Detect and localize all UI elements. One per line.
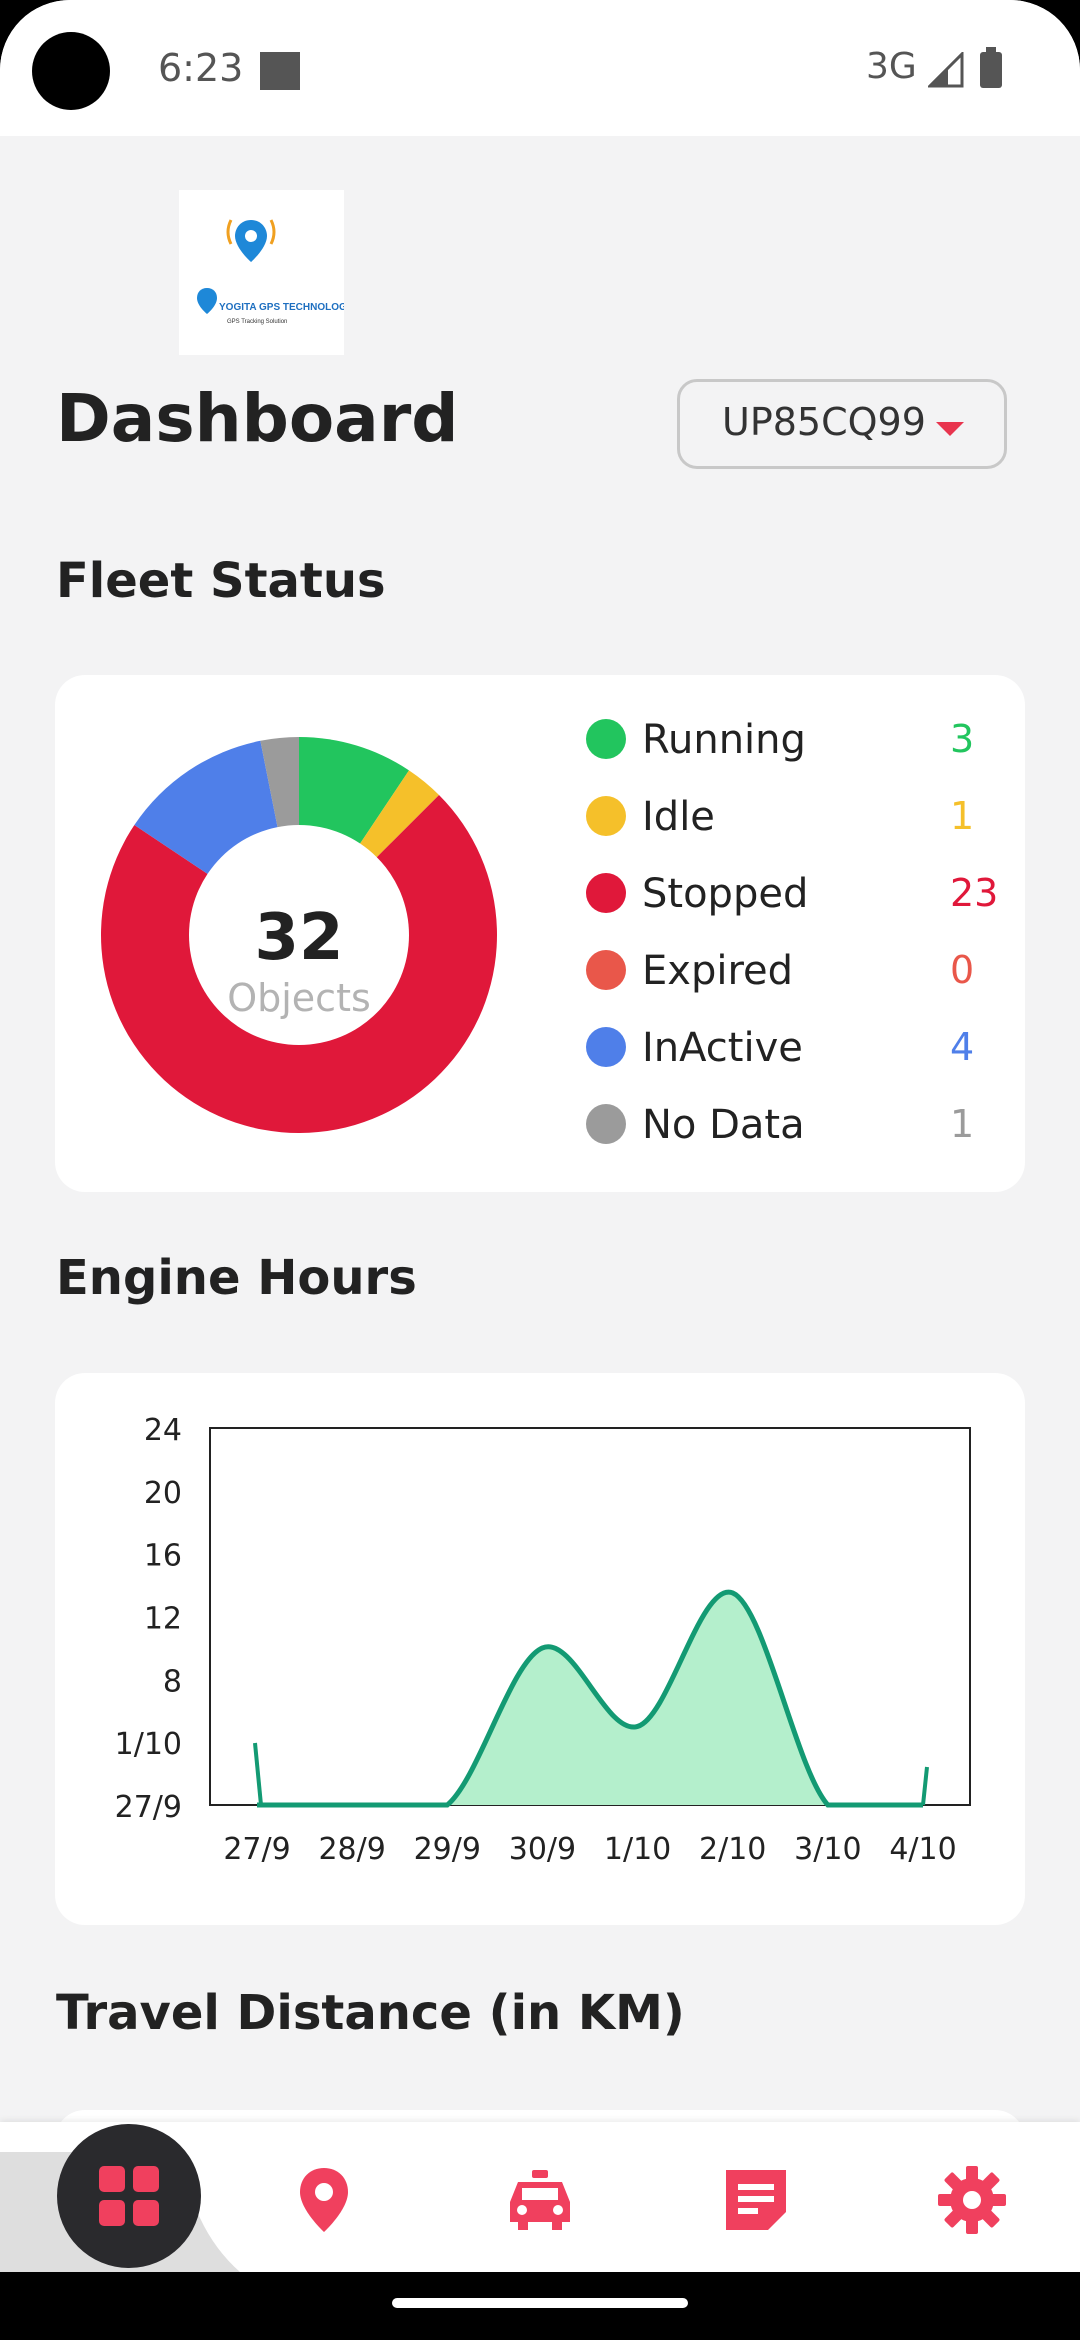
- location-pin-icon: [300, 2168, 348, 2232]
- idle-dot-icon: [586, 796, 626, 836]
- fleet-legend: Running 3 Idle 1 Stopped 23 Expired 0 In…: [570, 705, 998, 1167]
- legend-count: 1: [950, 794, 975, 838]
- y-tick-label: 24: [144, 1413, 182, 1448]
- series-edge-mark: [253, 1742, 263, 1806]
- legend-item-idle[interactable]: Idle 1: [570, 782, 990, 859]
- legend-count: 1: [950, 1102, 975, 1146]
- engine-hours-card: 27/9 1/10 8 12 16 20 24 27/9 28/9 29/9 30/9 1/10 2/1…: [55, 1373, 1025, 1925]
- legend-label: Idle: [642, 794, 715, 840]
- x-tick-label: 30/9: [509, 1832, 576, 1867]
- legend-item-running[interactable]: Running 3: [570, 705, 990, 782]
- x-tick-label: 3/10: [794, 1832, 861, 1867]
- svg-text:GPS Tracking Solution: GPS Tracking Solution: [227, 319, 287, 325]
- engine-hours-area: [257, 1592, 923, 1805]
- expired-dot-icon: [586, 950, 626, 990]
- car-icon: [510, 2170, 570, 2230]
- y-tick-label: 12: [144, 1602, 182, 1637]
- legend-item-stopped[interactable]: Stopped 23: [570, 859, 998, 936]
- x-tick-label: 1/10: [604, 1832, 671, 1867]
- y-tick-label: 8: [163, 1664, 182, 1699]
- legend-item-no-data[interactable]: No Data 1: [570, 1090, 990, 1167]
- network-type: 3G: [866, 46, 917, 87]
- dashboard-icon: [57, 2124, 201, 2268]
- legend-count: 4: [950, 1025, 975, 1069]
- travel-distance-title: Travel Distance (in KM): [56, 1985, 685, 2041]
- x-tick-label: 28/9: [318, 1832, 385, 1867]
- status-bar: 6:23 3G: [0, 0, 1080, 136]
- fleet-status-title: Fleet Status: [56, 553, 386, 609]
- x-tick-label: 27/9: [223, 1832, 290, 1867]
- page-title: Dashboard: [56, 380, 459, 457]
- fleet-status-card: 32 Objects Running 3 Idle 1 Stopped 23 E…: [55, 675, 1025, 1192]
- legend-item-expired[interactable]: Expired 0: [570, 936, 990, 1013]
- battery-icon: [980, 47, 1002, 88]
- engine-hours-title: Engine Hours: [56, 1250, 417, 1306]
- y-tick-label: 27/9: [115, 1790, 182, 1825]
- vehicle-dropdown[interactable]: UP85CQ99: [677, 379, 1007, 469]
- legend-label: Stopped: [642, 871, 809, 917]
- nav-reports-button[interactable]: [716, 2160, 796, 2240]
- fleet-total-label: Objects: [227, 976, 371, 1020]
- nav-location-button[interactable]: [284, 2160, 364, 2240]
- engine-hours-line: [256, 1589, 923, 1808]
- series-edge-mark: [921, 1766, 929, 1806]
- status-time: 6:23: [158, 46, 244, 90]
- engine-hours-chart: 27/9 1/10 8 12 16 20 24 27/9 28/9 29/9 30/9 1/10 2/1…: [115, 1413, 971, 1867]
- nav-vehicles-button[interactable]: [500, 2160, 580, 2240]
- x-tick-label: 4/10: [889, 1832, 956, 1867]
- nav-dashboard-button[interactable]: [55, 2122, 203, 2270]
- legend-item-inactive[interactable]: InActive 4: [570, 1013, 990, 1090]
- y-tick-label: 16: [144, 1539, 182, 1574]
- running-dot-icon: [586, 719, 626, 759]
- camera-cutout: [32, 32, 110, 110]
- y-tick-label: 1/10: [115, 1727, 182, 1762]
- no-data-dot-icon: [586, 1104, 626, 1144]
- legend-label: Expired: [642, 948, 794, 994]
- x-tick-label: 2/10: [699, 1832, 766, 1867]
- gear-icon: [938, 2166, 1006, 2234]
- nav-settings-button[interactable]: [932, 2160, 1012, 2240]
- signal-icon: [928, 52, 964, 88]
- svg-text:YOGITA GPS TECHNOLOGY: YOGITA GPS TECHNOLOGY: [219, 302, 344, 313]
- legend-label: No Data: [642, 1102, 805, 1148]
- company-logo: YOGITA GPS TECHNOLOGY GPS Tracking Solut…: [179, 190, 354, 355]
- report-icon: [726, 2170, 786, 2230]
- home-indicator[interactable]: [392, 2298, 688, 2308]
- legend-label: InActive: [642, 1025, 803, 1071]
- notification-icon: [260, 52, 300, 90]
- bottom-navigation: [0, 2122, 1080, 2272]
- legend-count: 23: [950, 871, 999, 915]
- vehicle-dropdown-value: UP85CQ99: [722, 400, 926, 444]
- legend-label: Running: [642, 717, 806, 763]
- inactive-dot-icon: [586, 1027, 626, 1067]
- app-screen: 6:23 3G YOGITA GPS TECHNOLOGY GPS Tracki…: [0, 0, 1080, 2272]
- y-tick-label: 20: [144, 1476, 182, 1511]
- legend-count: 3: [950, 717, 975, 761]
- stopped-dot-icon: [586, 873, 626, 913]
- x-tick-label: 29/9: [414, 1832, 481, 1867]
- fleet-donut-chart: 32 Objects: [101, 737, 497, 1133]
- legend-count: 0: [950, 948, 975, 992]
- fleet-total-count: 32: [254, 901, 343, 975]
- caret-down-icon: [936, 422, 964, 436]
